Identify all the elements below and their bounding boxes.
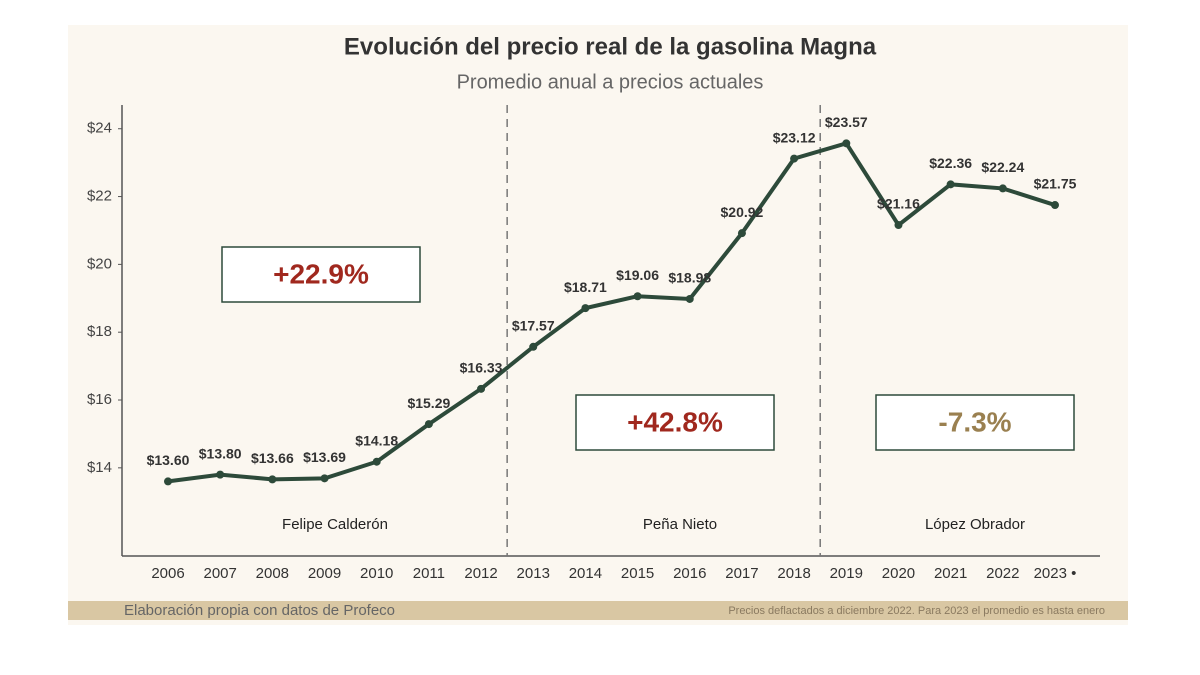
value-label: $17.57 <box>512 317 555 333</box>
point <box>164 477 172 486</box>
point <box>424 420 433 429</box>
value-label: $13.80 <box>199 445 242 461</box>
change-box <box>875 394 1075 451</box>
x-tick-label: 2009 <box>308 565 341 582</box>
change-label: +42.8% <box>627 406 723 437</box>
x-tick-label: 2008 <box>256 565 289 582</box>
x-tick-label: 2015 <box>621 565 654 582</box>
point <box>529 342 538 351</box>
point <box>320 474 329 483</box>
point <box>894 221 903 230</box>
point <box>268 475 277 484</box>
x-tick-label: 2023 • <box>1034 565 1077 582</box>
point <box>998 184 1007 193</box>
y-tick-label: $24 <box>87 120 112 137</box>
point <box>842 139 851 148</box>
footer-band <box>68 601 1128 620</box>
value-label: $14.18 <box>355 432 398 448</box>
y-tick-label: $16 <box>87 391 112 408</box>
point <box>1051 201 1059 210</box>
value-label: $21.75 <box>1034 176 1077 192</box>
x-tick-label: 2016 <box>673 565 706 582</box>
note: Precios deflactados a diciembre 2022. Pa… <box>728 605 1105 617</box>
x-tick-label: 2011 <box>413 565 445 582</box>
value-label: $13.60 <box>147 452 190 468</box>
change-box <box>575 394 775 451</box>
point <box>216 470 225 479</box>
x-tick-label: 2019 <box>830 565 863 582</box>
y-tick-label: $20 <box>87 255 112 272</box>
x-tick-label: 2021 <box>934 565 967 582</box>
x-tick-label: 2017 <box>725 565 758 582</box>
value-label: $22.24 <box>981 159 1024 175</box>
value-label: $18.71 <box>564 279 607 295</box>
period-name: Peña Nieto <box>643 516 717 533</box>
value-label: $23.57 <box>825 114 868 130</box>
point <box>737 229 746 238</box>
period-name: López Obrador <box>925 516 1025 533</box>
point <box>685 294 694 303</box>
x-tick-label: 2022 <box>986 565 1019 582</box>
point <box>372 457 381 466</box>
x-tick-label: 2010 <box>360 565 393 582</box>
price-line <box>167 140 1056 484</box>
source: Elaboración propia con datos de Profeco <box>124 602 395 619</box>
x-tick-label: 2014 <box>569 565 602 582</box>
y-tick-label: $14 <box>87 459 112 476</box>
x-tick-label: 2006 <box>151 565 184 582</box>
y-tick-label: $18 <box>87 323 112 340</box>
period-name: Felipe Calderón <box>282 516 388 533</box>
chart-subtitle: Promedio anual a precios actuales <box>457 71 764 93</box>
panel <box>68 25 1128 625</box>
value-label: $21.16 <box>877 196 920 212</box>
value-label: $18.98 <box>668 270 711 286</box>
x-tick-label: 2020 <box>882 565 915 582</box>
value-label: $13.69 <box>303 449 346 465</box>
y-tick-label: $22 <box>87 188 112 205</box>
change-label: -7.3% <box>938 406 1011 437</box>
x-tick-label: 2013 <box>517 565 550 582</box>
x-tick-label: 2018 <box>777 565 810 582</box>
value-label: $19.06 <box>616 267 659 283</box>
x-tick-label: 2007 <box>203 565 236 582</box>
change-box <box>221 246 421 303</box>
value-label: $23.12 <box>773 129 816 145</box>
value-label: $22.36 <box>929 155 972 171</box>
change-label: +22.9% <box>273 258 369 289</box>
value-label: $15.29 <box>407 395 450 411</box>
point <box>477 384 486 393</box>
point <box>633 292 642 301</box>
value-label: $13.66 <box>251 450 294 466</box>
x-tick-label: 2012 <box>464 565 497 582</box>
value-label: $20.92 <box>721 204 764 220</box>
value-label: $16.33 <box>460 360 503 376</box>
point <box>946 180 955 189</box>
point <box>790 154 799 163</box>
chart-title: Evolución del precio real de la gasolina… <box>344 33 877 60</box>
point <box>581 304 590 313</box>
